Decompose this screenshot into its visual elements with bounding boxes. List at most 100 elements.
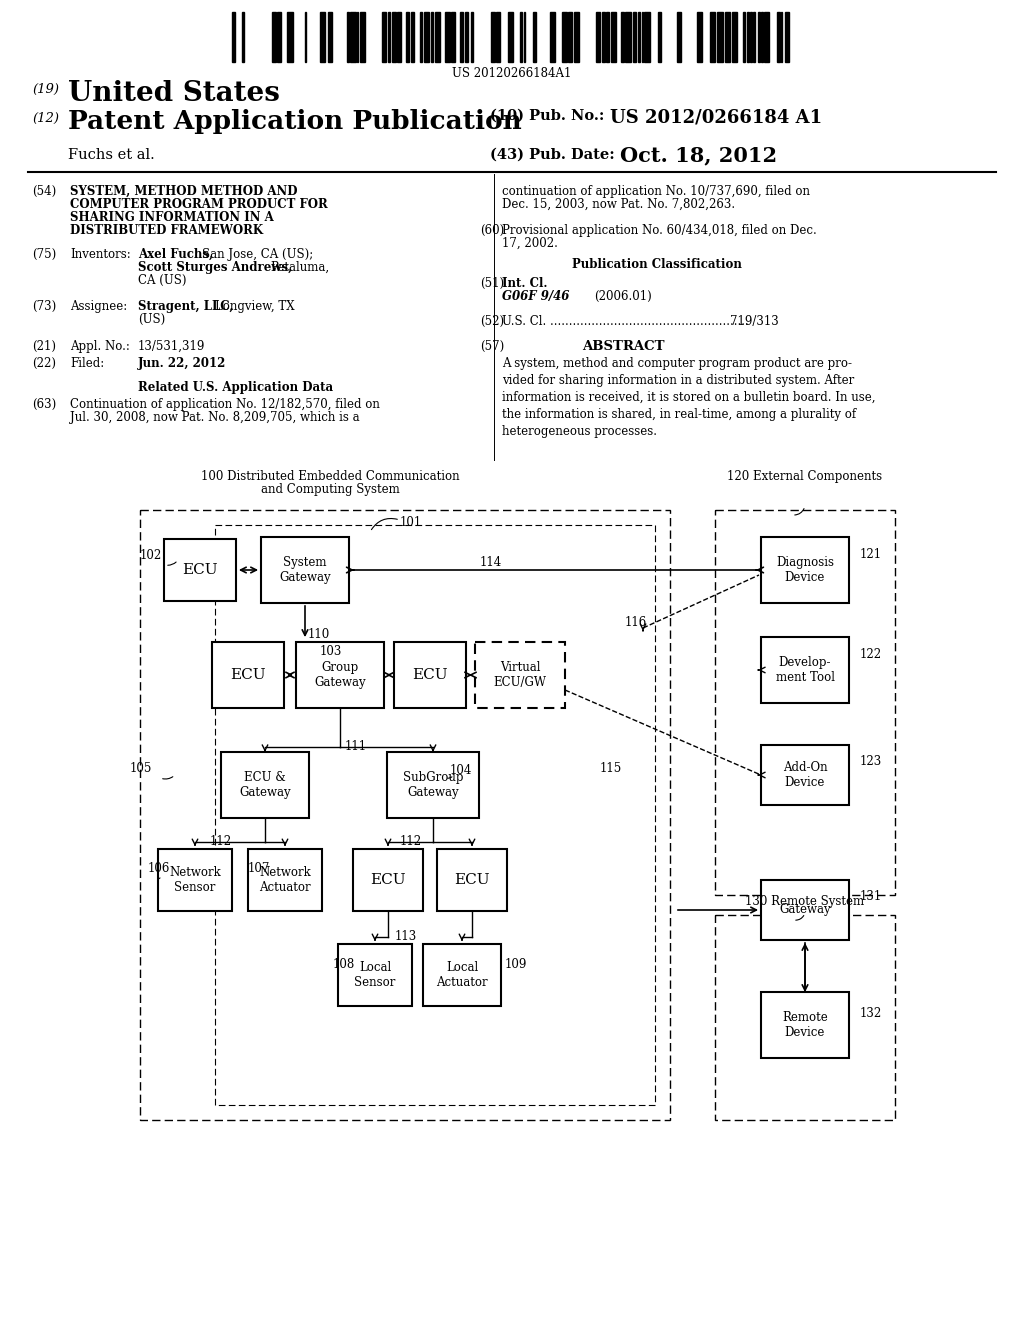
Bar xyxy=(465,12,468,62)
Text: (52): (52) xyxy=(480,315,504,327)
Bar xyxy=(451,12,455,62)
Text: SHARING INFORMATION IN A: SHARING INFORMATION IN A xyxy=(70,211,273,224)
Text: 108: 108 xyxy=(333,958,355,972)
Text: Add-On
Device: Add-On Device xyxy=(782,762,827,789)
Bar xyxy=(353,849,423,911)
Text: ECU &
Gateway: ECU & Gateway xyxy=(240,771,291,799)
Bar xyxy=(350,12,355,62)
Text: Patent Application Publication: Patent Application Publication xyxy=(68,110,522,135)
Text: (60): (60) xyxy=(480,224,504,238)
Bar xyxy=(761,12,763,62)
Text: 101: 101 xyxy=(400,516,422,529)
Text: System
Gateway: System Gateway xyxy=(280,556,331,583)
Bar xyxy=(644,12,650,62)
Bar xyxy=(573,12,580,62)
Bar xyxy=(382,12,386,62)
Bar xyxy=(490,12,495,62)
Text: Appl. No.:: Appl. No.: xyxy=(70,341,130,352)
Text: US 20120266184A1: US 20120266184A1 xyxy=(453,67,571,81)
Bar xyxy=(725,12,730,62)
Text: Scott Sturges Andrews,: Scott Sturges Andrews, xyxy=(138,261,292,275)
Bar xyxy=(272,12,275,62)
Bar xyxy=(387,752,479,818)
Bar xyxy=(602,12,604,62)
Bar xyxy=(638,12,640,62)
Text: Remote
Device: Remote Device xyxy=(782,1011,827,1039)
Bar xyxy=(761,744,849,805)
Bar xyxy=(784,12,790,62)
Text: 103: 103 xyxy=(319,645,342,657)
Bar xyxy=(596,12,600,62)
Text: (54): (54) xyxy=(32,185,56,198)
Bar xyxy=(761,638,849,704)
Bar xyxy=(164,539,236,601)
Text: 719/313: 719/313 xyxy=(730,315,778,327)
Bar xyxy=(761,537,849,603)
Text: 13/531,319: 13/531,319 xyxy=(138,341,206,352)
Bar xyxy=(338,944,412,1006)
Text: 132: 132 xyxy=(860,1007,883,1020)
Bar xyxy=(677,12,681,62)
Text: Develop-
ment Tool: Develop- ment Tool xyxy=(775,656,835,684)
Bar xyxy=(496,12,501,62)
Bar xyxy=(261,537,349,603)
Text: (43) Pub. Date:: (43) Pub. Date: xyxy=(490,148,614,162)
Text: and Computing System: and Computing System xyxy=(261,483,399,496)
Bar xyxy=(388,12,390,62)
Text: Related U.S. Application Data: Related U.S. Application Data xyxy=(138,381,333,393)
Bar xyxy=(550,12,555,62)
Text: 105: 105 xyxy=(130,762,152,775)
Bar xyxy=(296,642,384,708)
Text: 116: 116 xyxy=(625,616,647,630)
Text: 17, 2002.: 17, 2002. xyxy=(502,238,558,249)
Bar xyxy=(392,12,396,62)
Text: 123: 123 xyxy=(860,755,883,768)
Text: 110: 110 xyxy=(308,628,331,642)
Bar xyxy=(743,12,744,62)
Text: Group
Gateway: Group Gateway xyxy=(314,661,366,689)
Text: Diagnosis
Device: Diagnosis Device xyxy=(776,556,834,583)
Bar xyxy=(751,12,752,62)
Bar xyxy=(642,12,643,62)
Text: 131: 131 xyxy=(860,890,883,903)
Bar xyxy=(777,12,780,62)
Text: 121: 121 xyxy=(860,548,882,561)
Text: 104: 104 xyxy=(450,764,472,777)
Bar xyxy=(437,849,507,911)
Text: (10) Pub. No.:: (10) Pub. No.: xyxy=(490,110,604,123)
Text: (63): (63) xyxy=(32,399,56,411)
Text: (US): (US) xyxy=(138,313,165,326)
Text: Virtual
ECU/GW: Virtual ECU/GW xyxy=(494,661,547,689)
Text: 130 Remote System: 130 Remote System xyxy=(745,895,864,908)
Text: Fuchs et al.: Fuchs et al. xyxy=(68,148,155,162)
Bar xyxy=(718,12,723,62)
Text: Dec. 15, 2003, now Pat. No. 7,802,263.: Dec. 15, 2003, now Pat. No. 7,802,263. xyxy=(502,198,735,211)
Text: G06F 9/46: G06F 9/46 xyxy=(502,290,569,304)
Text: ECU: ECU xyxy=(455,873,489,887)
Bar xyxy=(321,12,326,62)
Text: (73): (73) xyxy=(32,300,56,313)
Text: Continuation of application No. 12/182,570, filed on: Continuation of application No. 12/182,5… xyxy=(70,399,380,411)
Bar xyxy=(523,12,525,62)
Text: A system, method and computer program product are pro-
vided for sharing informa: A system, method and computer program pr… xyxy=(502,356,876,438)
Text: 114: 114 xyxy=(480,556,502,569)
Text: SYSTEM, METHOD METHOD AND: SYSTEM, METHOD METHOD AND xyxy=(70,185,298,198)
Bar xyxy=(278,12,281,62)
Text: Publication Classification: Publication Classification xyxy=(572,257,741,271)
Bar xyxy=(360,12,366,62)
Bar xyxy=(758,12,760,62)
Text: 106: 106 xyxy=(148,862,170,875)
Text: 112: 112 xyxy=(400,836,422,847)
Bar xyxy=(764,12,769,62)
Bar xyxy=(357,12,358,62)
Bar xyxy=(444,12,450,62)
Bar xyxy=(520,12,521,62)
Text: (19): (19) xyxy=(32,83,59,96)
Text: Gateway: Gateway xyxy=(779,903,830,916)
Text: (21): (21) xyxy=(32,341,56,352)
Bar xyxy=(232,12,236,62)
Text: 115: 115 xyxy=(600,762,623,775)
Bar xyxy=(394,642,466,708)
Text: 120 External Components: 120 External Components xyxy=(727,470,883,483)
Bar xyxy=(158,849,232,911)
